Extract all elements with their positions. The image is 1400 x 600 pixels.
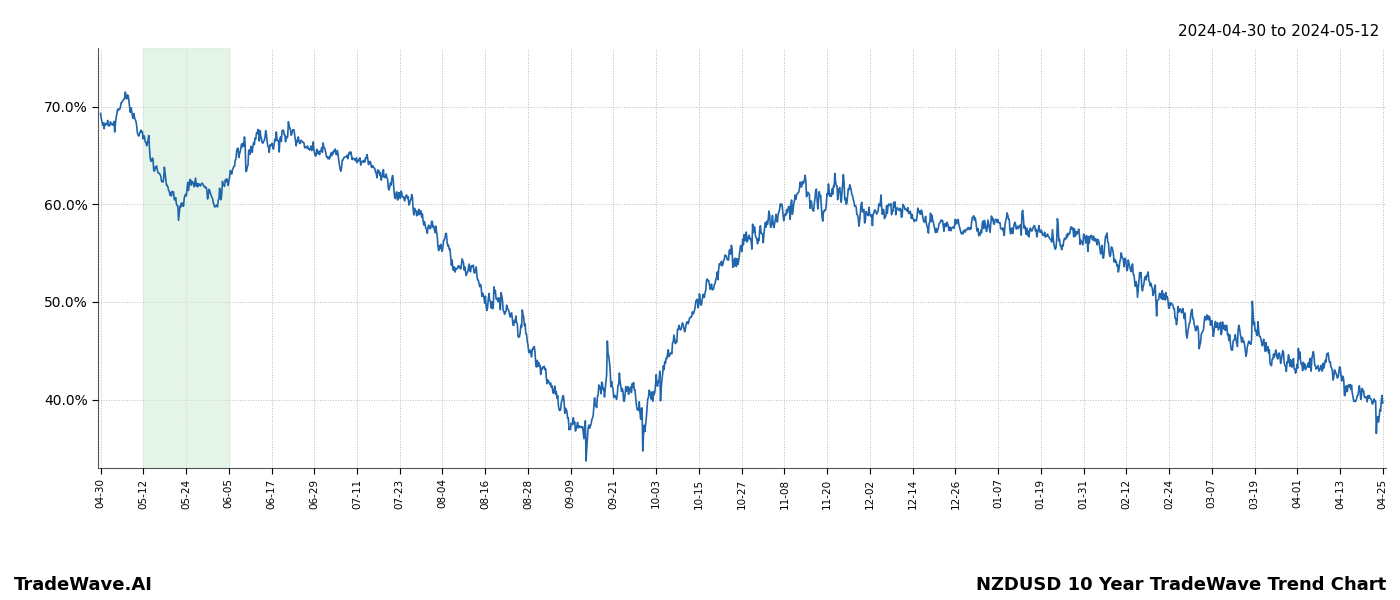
Text: 2024-04-30 to 2024-05-12: 2024-04-30 to 2024-05-12 <box>1177 24 1379 39</box>
Text: TradeWave.AI: TradeWave.AI <box>14 576 153 594</box>
Text: NZDUSD 10 Year TradeWave Trend Chart: NZDUSD 10 Year TradeWave Trend Chart <box>976 576 1386 594</box>
Bar <box>143 48 228 468</box>
